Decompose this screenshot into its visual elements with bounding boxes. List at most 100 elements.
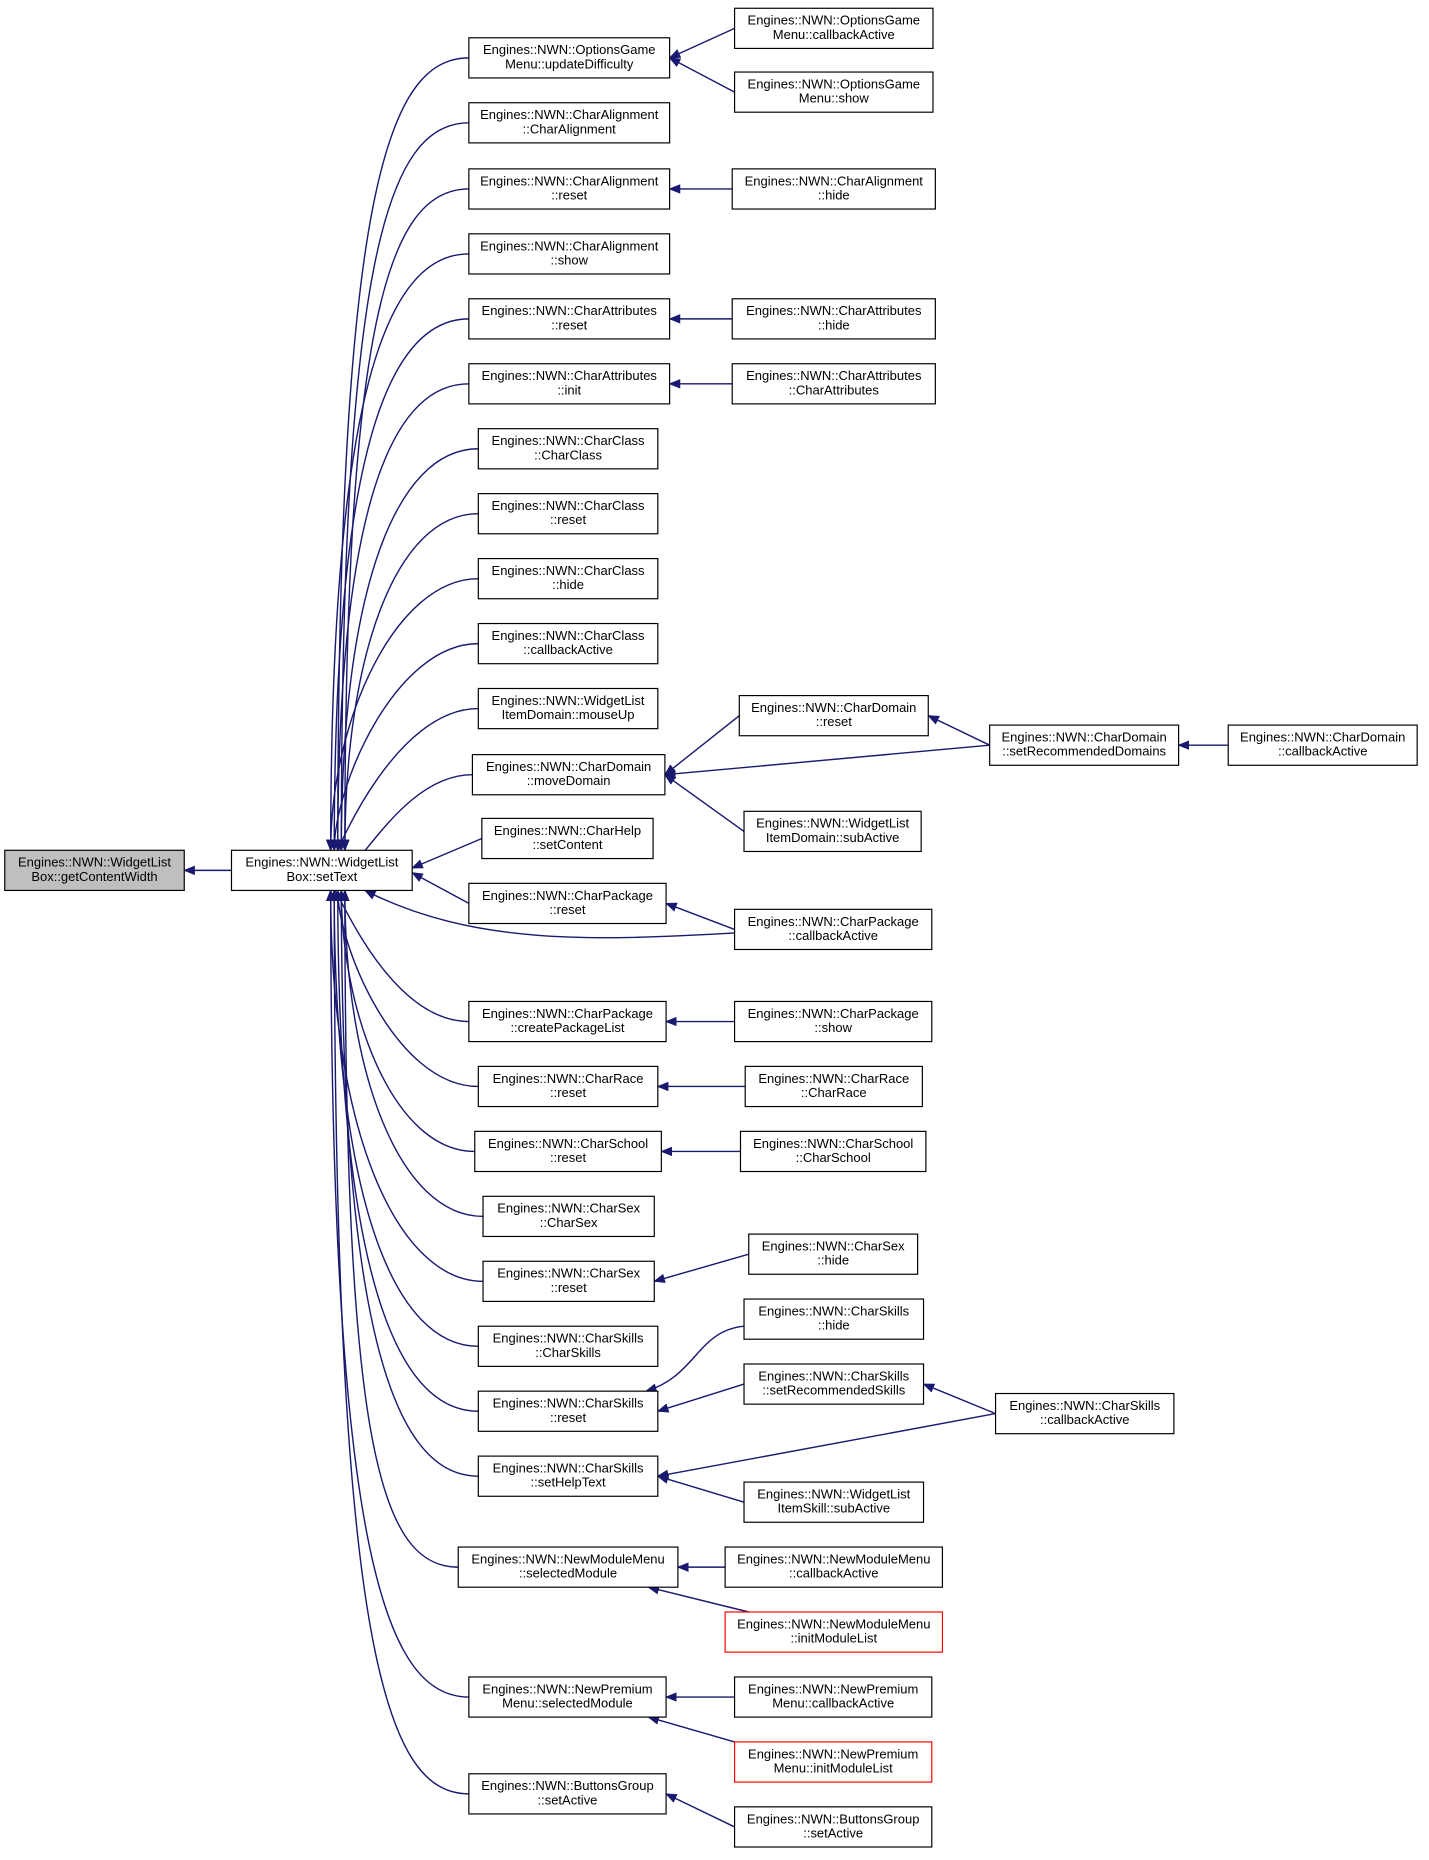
node-label: Engines::NWN::CharDomain: [751, 700, 916, 715]
call-edge: [647, 1585, 749, 1613]
call-edge: [927, 715, 990, 746]
node-label: ::setContent: [532, 837, 602, 852]
node-label: ::callbackActive: [789, 1566, 878, 1581]
node-box: [474, 1130, 662, 1173]
node-box: [731, 298, 936, 340]
node-label: Engines::NWN::CharPackage: [482, 888, 653, 903]
node-label: ::callbackActive: [1040, 1412, 1129, 1427]
node-label: Engines::NWN::CharPackage: [482, 1006, 653, 1021]
call-edge: [664, 902, 735, 931]
node-label: ::hide: [818, 1318, 850, 1333]
node-label: Menu::callbackActive: [773, 27, 895, 42]
node-label: ::setActive: [538, 1792, 598, 1807]
node-box: [468, 363, 671, 405]
call-edge: [333, 57, 469, 852]
node-label: ::show: [550, 252, 588, 267]
call-edge: [411, 837, 483, 869]
node-label: Engines::NWN::NewModuleMenu: [737, 1551, 930, 1566]
node-box: [733, 7, 934, 50]
node-label: Menu::show: [799, 91, 870, 106]
node-label: ::reset: [816, 714, 852, 729]
node-label: ::moveDomain: [527, 773, 611, 788]
node-label: Engines::NWN::CharClass: [492, 563, 645, 578]
call-edge: [656, 1412, 996, 1479]
node-box: [733, 1676, 933, 1718]
call-edge: [329, 889, 469, 1795]
node-label: Engines::NWN::CharDomain: [486, 759, 651, 774]
node-label: Engines::NWN::NewModuleMenu: [737, 1616, 930, 1631]
node-box: [1227, 724, 1418, 766]
node-box: [4, 849, 185, 892]
node-label: Engines::NWN::ButtonsGroup: [481, 1778, 653, 1793]
node-label: ::reset: [550, 1410, 586, 1425]
node-label: ::setRecommendedDomains: [1002, 744, 1166, 759]
call-edge: [336, 889, 475, 1153]
call-edge: [922, 1383, 996, 1415]
node-label: ::CharAttributes: [789, 382, 880, 397]
call-edge: [668, 27, 735, 59]
node-label: Engines::NWN::CharAttributes: [746, 303, 922, 318]
node-box: [477, 1325, 659, 1367]
node-label: Engines::NWN::CharRace: [758, 1071, 909, 1086]
node-label: Engines::NWN::CharSkills: [758, 1303, 909, 1318]
node-label: Engines::NWN::CharSchool: [488, 1136, 648, 1151]
node-label: Engines::NWN::CharDomain: [1002, 730, 1167, 745]
node-label: Engines::NWN::CharHelp: [494, 823, 641, 838]
call-edge: [325, 253, 469, 852]
node-label: Engines::NWN::CharSex: [497, 1201, 640, 1216]
node-box: [468, 37, 671, 79]
call-edge: [333, 383, 469, 852]
node-box: [468, 1000, 667, 1043]
node-label: Engines::NWN::NewPremium: [482, 1681, 652, 1696]
node-label: ::init: [557, 382, 581, 397]
node-label: Engines::NWN::CharSex: [762, 1239, 905, 1254]
node-label: Engines::NWN::CharClass: [492, 628, 645, 643]
node-label: ::CharSchool: [796, 1150, 871, 1165]
call-edge: [340, 188, 469, 852]
node-label: ::CharClass: [534, 447, 602, 462]
node-label: Engines::NWN::NewModuleMenu: [471, 1551, 664, 1566]
node-box: [743, 1481, 925, 1523]
node-box: [468, 168, 671, 210]
call-edge: [329, 318, 469, 852]
node-box: [457, 1546, 679, 1588]
node-label: Engines::NWN::OptionsGame: [483, 42, 655, 57]
node-label: Menu::initModuleList: [774, 1761, 893, 1776]
node-box: [743, 1298, 925, 1340]
node-label: Engines::NWN::CharSkills: [493, 1461, 644, 1476]
node-box: [733, 1000, 933, 1043]
node-box: [468, 1676, 667, 1718]
node-label: Engines::NWN::CharAttributes: [482, 368, 658, 383]
node-box: [731, 363, 936, 405]
node-label: ::hide: [818, 317, 850, 332]
node-label: Engines::NWN::WidgetList: [492, 693, 645, 708]
node-label: Menu::callbackActive: [772, 1696, 894, 1711]
call-edge: [647, 1715, 735, 1743]
node-box: [477, 622, 659, 665]
node-box: [748, 1233, 919, 1275]
call-edge: [656, 1474, 745, 1503]
node-box: [739, 1130, 927, 1173]
call-edge: [656, 1383, 745, 1413]
call-edge: [325, 577, 479, 852]
node-label: Engines::NWN::CharClass: [492, 498, 645, 513]
node-label: Engines::NWN::CharAttributes: [482, 303, 658, 318]
node-label: Engines::NWN::CharAlignment: [480, 173, 659, 188]
node-label: Menu::updateDifficulty: [505, 56, 634, 71]
node-label: ::setHelpText: [531, 1475, 606, 1490]
node-label: Engines::NWN::NewPremium: [748, 1681, 918, 1696]
node-box: [733, 71, 934, 113]
node-label: ::CharSkills: [535, 1345, 601, 1360]
node-label: ::reset: [549, 902, 585, 917]
call-edge: [329, 889, 479, 1347]
node-box: [733, 908, 933, 951]
node-box: [477, 1455, 659, 1497]
node-box: [482, 1195, 655, 1238]
node-box: [468, 102, 671, 144]
node-label: ::reset: [551, 187, 587, 202]
edges: [183, 27, 1229, 1828]
node-box: [994, 1392, 1175, 1435]
node-label: Engines::NWN::OptionsGame: [748, 76, 920, 91]
call-edge: [668, 57, 735, 93]
node-box: [468, 298, 671, 340]
